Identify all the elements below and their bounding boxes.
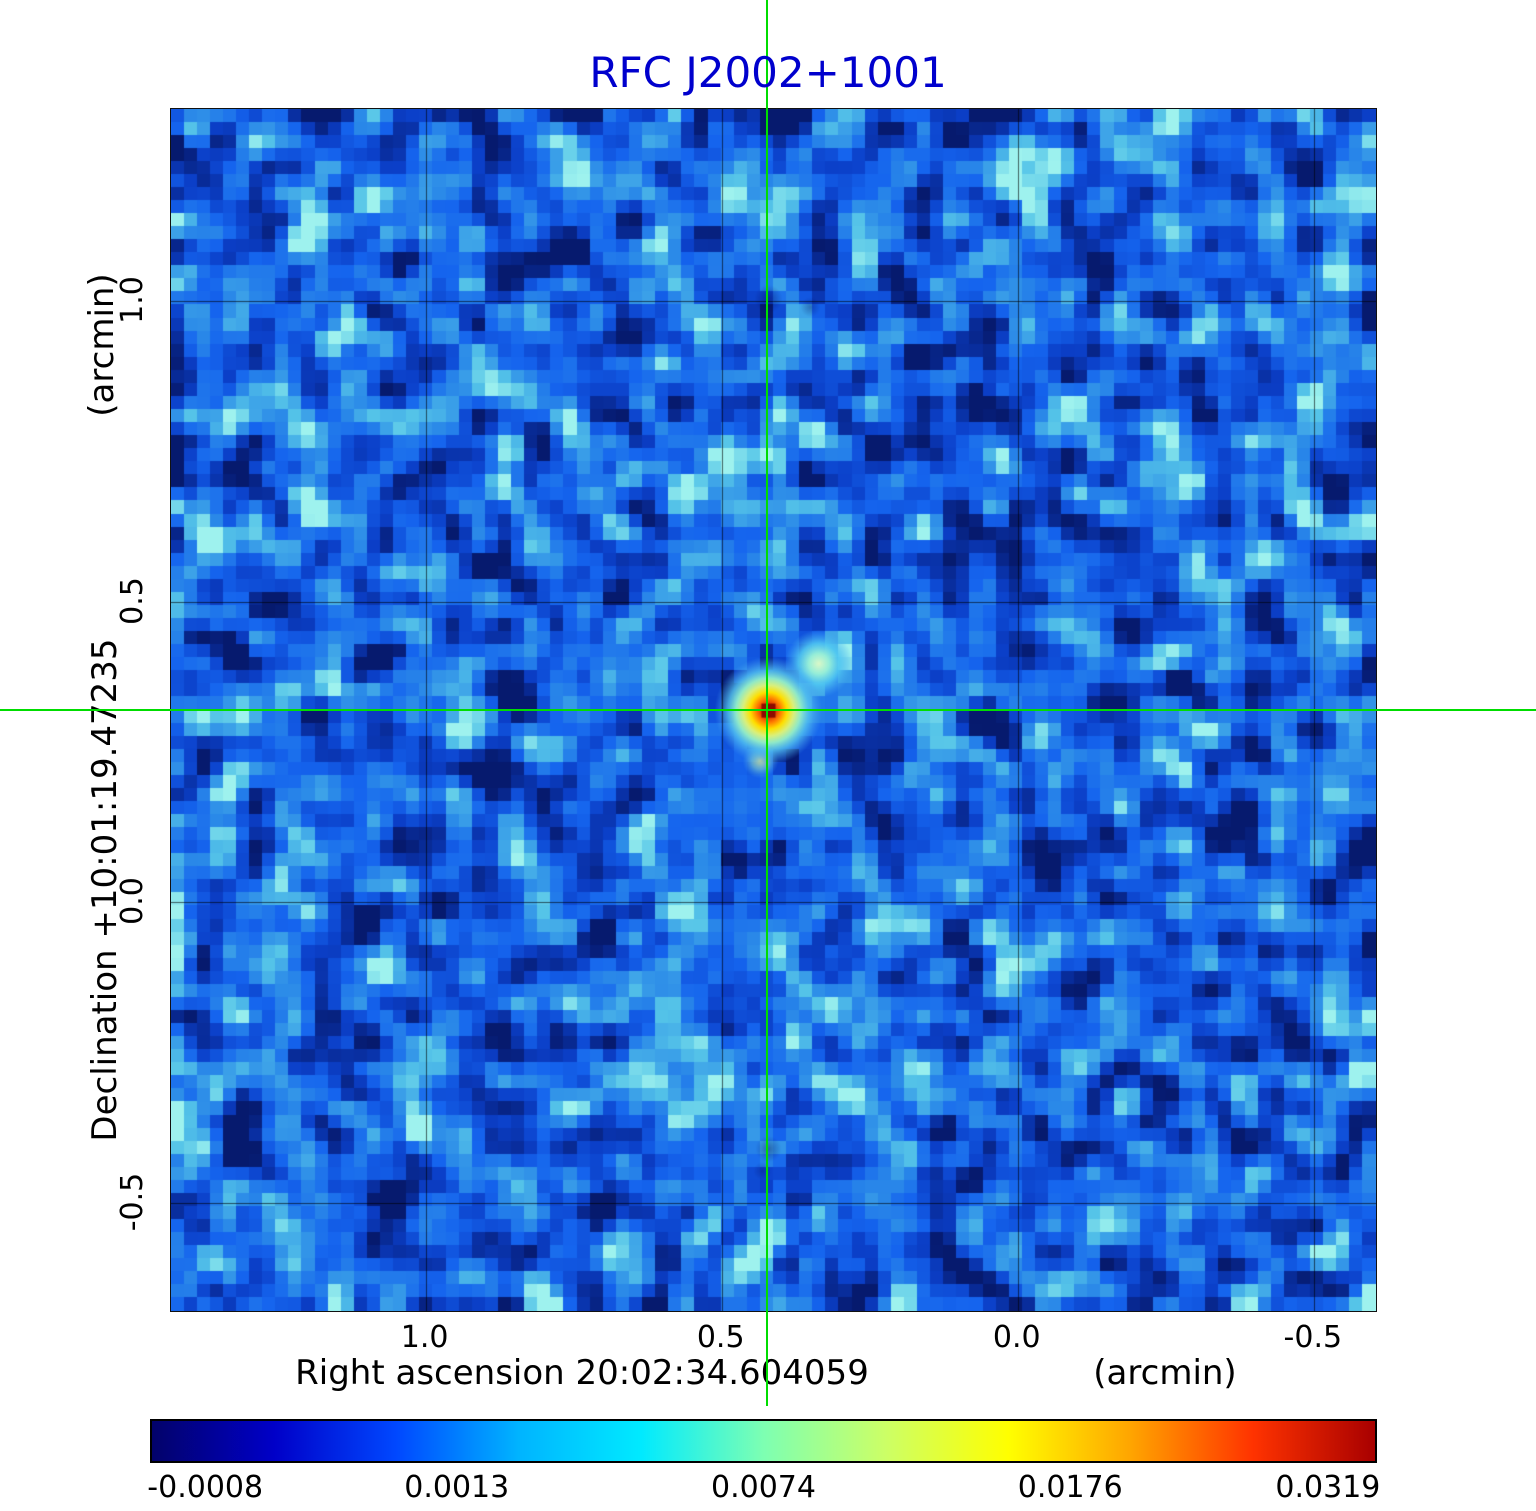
x-axis-unit-label: (arcmin) bbox=[1093, 1353, 1237, 1393]
y-tick-label: -0.5 bbox=[115, 1172, 150, 1232]
x-tick-label: -0.5 bbox=[1283, 1320, 1343, 1355]
crosshair-vertical bbox=[766, 0, 769, 1406]
x-axis-label: Right ascension 20:02:34.604059 bbox=[295, 1353, 869, 1393]
y-tick-label: 0.0 bbox=[115, 877, 150, 926]
x-tick-label: 1.0 bbox=[400, 1320, 449, 1355]
colorbar-tick-label: 0.0013 bbox=[404, 1470, 510, 1505]
y-tick-label: 1.0 bbox=[115, 276, 150, 325]
colorbar bbox=[150, 1419, 1377, 1463]
plot-title: RFC J2002+1001 bbox=[589, 48, 947, 97]
colorbar-tick-label: 0.0176 bbox=[1017, 1470, 1123, 1505]
x-tick-label: 0.5 bbox=[696, 1320, 745, 1355]
y-tick-label: 0.5 bbox=[115, 576, 150, 625]
x-tick-label: 0.0 bbox=[992, 1320, 1041, 1355]
colorbar-tick-label: 0.0074 bbox=[711, 1470, 816, 1505]
crosshair-horizontal bbox=[0, 708, 1536, 711]
colorbar-tick-label: -0.0008 bbox=[147, 1470, 264, 1505]
colorbar-tick-label: 0.0319 bbox=[1275, 1470, 1381, 1505]
